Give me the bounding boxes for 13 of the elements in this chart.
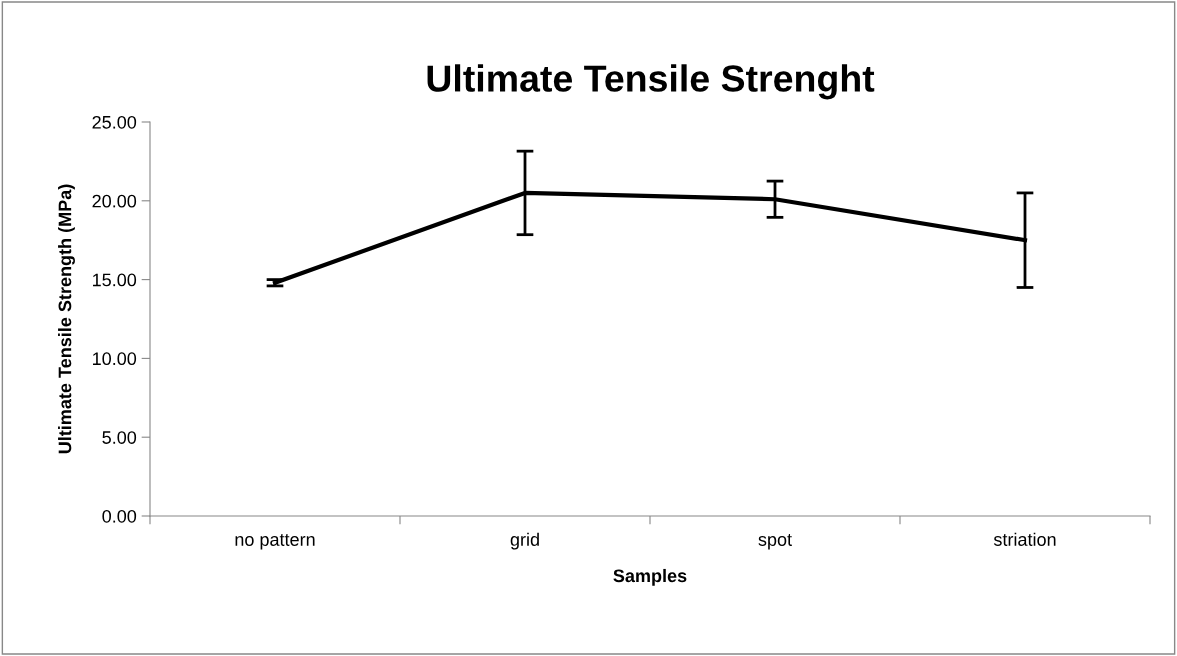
x-tick-label: spot [758,534,792,550]
x-tick-label: no pattern [235,534,315,550]
y-tick-label: 0.00 [102,509,137,523]
y-axis-title: Ultimate Tensile Strength (MPa) [58,184,75,454]
y-tick-label: 5.00 [102,431,137,444]
y-tick-label: 20.00 [92,194,137,208]
x-tick-label: striation [993,532,1056,546]
chart-title: Ultimate Tensile Strenght [427,64,875,100]
x-axis-title: Samples [613,568,687,586]
y-tick-label: 10.00 [93,352,137,366]
y-tick-label: 15.00 [93,273,137,287]
y-tick-label: 25.00 [92,115,137,129]
x-tick-label: grid [510,532,539,550]
